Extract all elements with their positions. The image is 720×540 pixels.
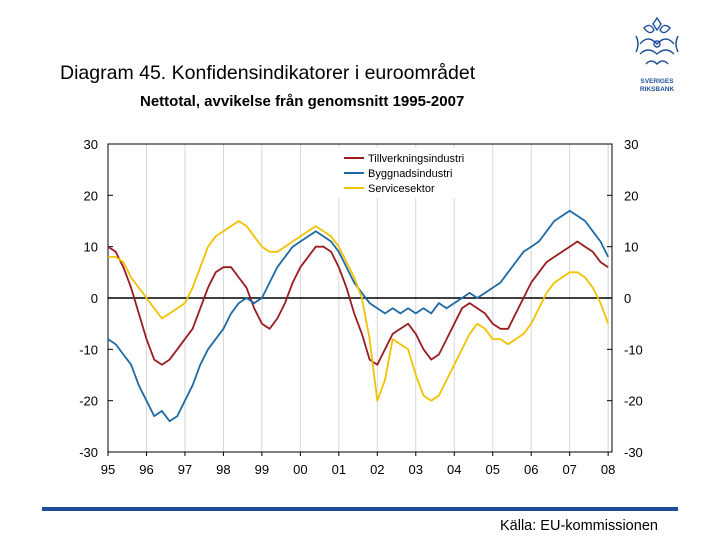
y-tick-label-left: -20 [79,394,98,409]
x-tick-label: 95 [101,462,115,477]
y-tick-label-right: -10 [624,342,643,357]
y-tick-label-left: -10 [79,342,98,357]
series-line-0 [107,240,609,366]
y-tick-label-left: 0 [91,291,98,306]
x-tick-label: 06 [524,462,538,477]
logo-text: SVERIGES RIKSBANK [626,78,688,93]
chart-series [107,209,610,423]
series-line-1 [107,209,610,423]
y-tick-label-right: -20 [624,394,643,409]
y-tick-label-right: 20 [624,188,638,203]
x-tick-label: 00 [293,462,307,477]
logo-line-1: SVERIGES [640,78,674,85]
x-tick-label: 99 [255,462,269,477]
x-tick-label: 05 [485,462,499,477]
y-tick-label-right: 10 [624,240,638,255]
x-tick-label: 07 [562,462,576,477]
source-note: Källa: EU-kommissionen [500,518,658,534]
riksbank-logo-icon [635,16,679,65]
x-tick-label: 03 [409,462,423,477]
page-title: Diagram 45. Konfidensindikatorer i euroo… [60,62,476,84]
logo-line-2: RIKSBANK [639,85,675,93]
y-tick-label-left: 20 [84,188,98,203]
x-tick-label: 04 [447,462,461,477]
y-tick-label-left: 30 [84,137,98,152]
legend-label: Tillverkningsindustri [368,153,464,165]
y-tick-label-right: -30 [624,445,643,460]
y-tick-label-right: 30 [624,137,638,152]
legend-label: Byggnadsindustri [368,168,452,180]
y-tick-label-left: 10 [84,240,98,255]
legend-label: Servicesektor [368,183,435,195]
x-tick-label: 08 [601,462,615,477]
x-tick-label: 01 [332,462,346,477]
x-tick-label: 02 [370,462,384,477]
series-line-2 [108,220,610,402]
chart-subtitle: Nettotal, avvikelse från genomsnitt 1995… [140,93,465,110]
y-tick-label-right: 0 [624,291,631,306]
chart-legend: Tillverkningsindustri Byggnadsindustri Ser… [338,148,486,198]
x-tick-label: 97 [178,462,192,477]
y-tick-label-left: -30 [79,445,98,460]
x-tick-label: 96 [139,462,153,477]
x-tick-label: 98 [216,462,230,477]
footer-divider [42,507,678,511]
